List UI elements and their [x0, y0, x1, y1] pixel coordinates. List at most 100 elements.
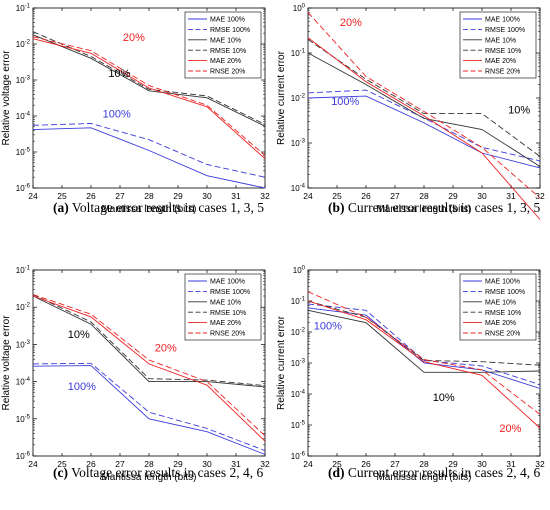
x-tick-label: 27 — [390, 459, 400, 469]
chart-1: 24 25 26 27 28 29 30 31 32 10-6 10-5 10-4 10-3 10-2 10… — [1, 4, 270, 216]
x-tick-label: 30 — [477, 459, 487, 469]
x-tick-label: 26 — [361, 191, 371, 201]
chart-3: 24 25 26 27 28 29 30 31 32 10-6 10-5 10-4 10-3 10-2 10… — [1, 266, 270, 484]
x-tick-label: 25 — [332, 459, 342, 469]
x-tick-label: 28 — [419, 459, 429, 469]
y-axis-label: Relative current error — [276, 50, 287, 145]
legend-box — [184, 273, 262, 341]
series-line-mae-10- — [32, 295, 266, 388]
legend-entry: MAE 100% — [210, 279, 245, 286]
series-line-rnse-20- — [307, 12, 541, 199]
series-line-mae-100- — [32, 127, 266, 189]
y-tick-label: 10-3 — [291, 359, 306, 369]
legend-box — [459, 11, 537, 79]
legend-entry: MAE 10% — [210, 37, 241, 44]
x-tick-label: 26 — [86, 191, 96, 201]
legend-entry: RMSE 10% — [210, 310, 246, 317]
x-tick-label: 27 — [115, 191, 125, 201]
y-tick-label: 10-6 — [16, 184, 31, 194]
x-tick-label: 31 — [506, 459, 516, 469]
y-axis-label: Relative current error — [276, 315, 287, 410]
x-tick-label: 28 — [419, 191, 429, 201]
y-tick-label: 10-4 — [291, 390, 306, 400]
y-tick-label: 10-1 — [291, 49, 306, 59]
series-line-mae-20- — [32, 295, 266, 442]
x-tick-label: 26 — [361, 459, 371, 469]
y-tick-label: 100 — [293, 266, 306, 276]
y-tick-label: 10-2 — [291, 94, 306, 104]
y-tick-label: 10-3 — [16, 76, 31, 86]
x-tick-label: 25 — [57, 191, 67, 201]
x-tick-label: 25 — [332, 191, 342, 201]
x-tick-label: 26 — [86, 459, 96, 469]
y-tick-label: 10-5 — [16, 148, 31, 158]
x-tick-label: 24 — [28, 459, 38, 469]
y-tick-label: 10-6 — [291, 452, 306, 462]
y-tick-label: 10-5 — [16, 414, 31, 424]
legend-entry: MAE 20% — [485, 58, 516, 65]
legend-entry: RMSE 100% — [485, 289, 525, 296]
y-tick-label: 10-4 — [16, 112, 31, 122]
x-axis-label: Mantissa length (bits) — [376, 472, 471, 483]
annotation-label: 10% — [108, 68, 130, 80]
x-tick-label: 29 — [173, 191, 183, 201]
x-tick-label: 29 — [448, 191, 458, 201]
legend-box — [459, 273, 537, 341]
x-tick-label: 29 — [448, 459, 458, 469]
series-line-rmse-10- — [32, 294, 266, 387]
x-tick-label: 27 — [115, 459, 125, 469]
x-tick-label: 31 — [506, 191, 516, 201]
x-tick-label: 32 — [260, 459, 270, 469]
x-axis-label: Mantissa length (bits) — [376, 204, 471, 215]
x-tick-label: 29 — [173, 459, 183, 469]
annotation-label: 20% — [499, 423, 521, 435]
y-tick-label: 10-5 — [291, 421, 306, 431]
x-axis-label: Mantissa length (bits) — [101, 472, 196, 483]
x-tick-label: 30 — [202, 191, 212, 201]
x-tick-label: 28 — [144, 459, 154, 469]
annotation-label: 100% — [314, 321, 342, 333]
x-tick-label: 31 — [231, 191, 241, 201]
annotation-label: 100% — [68, 381, 96, 393]
x-tick-label: 25 — [57, 459, 67, 469]
caption-a: (a) Voltage error results in cases 1, 3,… — [53, 200, 264, 215]
legend-entry: RNSE 20% — [210, 331, 245, 338]
chart-2: 24 25 26 27 28 29 30 31 32 10-4 10-3 10-2 10-1 100 Man… — [276, 4, 545, 220]
x-tick-label: 32 — [535, 459, 545, 469]
annotation-label: 20% — [155, 342, 177, 354]
chart-4: 24 25 26 27 28 29 30 31 32 10-6 10-5 10-4 10-3 10-2 10… — [276, 266, 545, 484]
series-line-mae-100- — [307, 307, 541, 389]
legend-entry: MAE 100% — [485, 17, 520, 24]
x-tick-label: 30 — [477, 191, 487, 201]
legend-entry: RMSE 10% — [485, 48, 521, 55]
x-axis-label: Mantissa length (bits) — [101, 204, 196, 215]
y-tick-label: 100 — [293, 4, 306, 14]
y-tick-label: 10-1 — [16, 4, 31, 14]
annotation-label: 100% — [103, 109, 131, 121]
annotation-label: 20% — [123, 32, 145, 44]
series-line-mae-10- — [307, 309, 541, 373]
legend-entry: RNSE 20% — [485, 331, 520, 338]
legend-entry: RMSE 100% — [485, 27, 525, 34]
y-tick-label: 10-2 — [291, 328, 306, 338]
legend: MAE 100% RMSE 100% MAE 10% RMSE 10% MAE 20% R… — [184, 11, 262, 79]
legend-entry: MAE 10% — [485, 37, 516, 44]
x-tick-label: 24 — [303, 459, 313, 469]
legend-entry: RMSE 10% — [210, 48, 246, 55]
series-line-mae-20- — [307, 300, 541, 429]
series-line-rmse-100- — [32, 123, 266, 178]
y-axis-label: Relative voltage error — [1, 315, 12, 411]
legend-entry: MAE 100% — [210, 17, 245, 24]
legend-entry: MAE 10% — [210, 299, 241, 306]
legend-entry: RNSE 20% — [210, 69, 245, 76]
legend-entry: RMSE 10% — [485, 310, 521, 317]
series-line-mae-100- — [32, 365, 266, 455]
y-tick-label: 10-4 — [291, 184, 306, 194]
y-tick-label: 10-3 — [16, 340, 31, 350]
y-tick-label: 10-2 — [16, 303, 31, 313]
annotation-label: 20% — [340, 17, 362, 29]
series-line-rmse-10- — [307, 300, 541, 366]
x-tick-label: 24 — [303, 191, 313, 201]
y-tick-label: 10-6 — [16, 452, 31, 462]
